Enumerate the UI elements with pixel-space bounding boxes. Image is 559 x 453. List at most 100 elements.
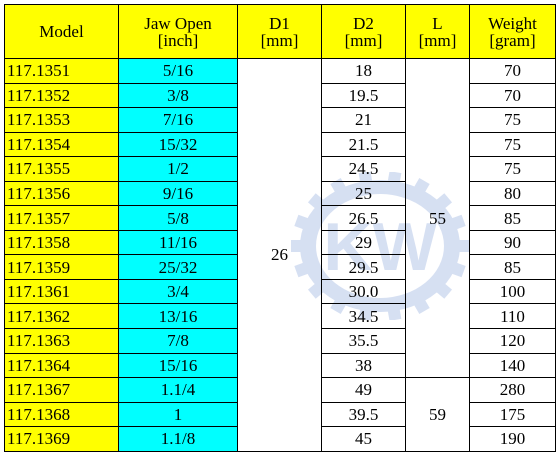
d2-cell: 34.5 [321, 303, 406, 330]
jaw-open-cell: 1.1/8 [118, 426, 238, 452]
weight-cell: 75 [469, 156, 556, 182]
weight-cell: 110 [469, 303, 556, 330]
model-cell: 117.1369 [4, 426, 119, 452]
table-body: 117.1351 5/16 26 18 55 70 117.1352 3/8 19.5 70 117… [4, 57, 556, 452]
model-cell: 117.1354 [4, 131, 119, 158]
weight-cell: 280 [469, 377, 556, 403]
jaw-open-cell: 1.1/4 [118, 377, 238, 403]
header-row: Model Jaw Open [inch] D1 [mm] D2 [mm] L [mm] Weig… [4, 4, 556, 59]
weight-cell: 75 [469, 131, 556, 158]
header-model-line: Model [39, 22, 84, 41]
table-row: 117.1353 7/16 21 75 [4, 107, 556, 133]
header-weight-line: Weight [488, 13, 537, 33]
header-d1: D1 [mm] [237, 4, 322, 59]
table-header: Model Jaw Open [inch] D1 [mm] D2 [mm] L [mm] Weig… [4, 4, 556, 59]
jaw-open-cell: 7/16 [118, 107, 238, 133]
header-l-line: [mm] [418, 30, 457, 50]
d2-cell: 39.5 [321, 401, 406, 428]
d2-cell: 30.0 [321, 278, 406, 305]
header-d1-line: D1 [269, 13, 290, 33]
table-row: 117.1364 15/16 38 140 [4, 352, 556, 379]
table-row: 117.1355 1/2 24.5 75 [4, 156, 556, 182]
jaw-open-cell: 9/16 [118, 180, 238, 207]
model-cell: 117.1352 [4, 82, 119, 109]
d2-cell: 49 [321, 377, 406, 403]
weight-cell: 90 [469, 229, 556, 256]
jaw-open-cell: 15/16 [118, 352, 238, 379]
d2-cell: 45 [321, 426, 406, 452]
header-d1-line: [mm] [260, 30, 299, 50]
table-row: 117.1351 5/16 26 18 55 70 [4, 57, 556, 452]
model-cell: 117.1357 [4, 205, 119, 231]
header-jaw-open-line: [inch] [157, 30, 199, 50]
jaw-open-cell: 3/8 [118, 82, 238, 109]
d2-cell: 21 [321, 107, 406, 133]
header-jaw-open: Jaw Open [inch] [118, 4, 238, 59]
d2-cell: 25 [321, 180, 406, 207]
d2-cell: 38 [321, 352, 406, 379]
table-row: 117.1369 1.1/8 45 190 [4, 426, 556, 452]
weight-cell: 175 [469, 401, 556, 428]
d2-cell: 24.5 [321, 156, 406, 182]
model-cell: 117.1359 [4, 254, 119, 280]
weight-cell: 100 [469, 278, 556, 305]
d2-cell: 35.5 [321, 328, 406, 354]
model-cell: 117.1353 [4, 107, 119, 133]
weight-cell: 85 [469, 205, 556, 231]
weight-cell: 140 [469, 352, 556, 379]
l-cell: 59 [405, 377, 470, 452]
table-row: 117.1367 1.1/4 49 59 280 [4, 377, 556, 452]
jaw-open-cell: 1 [118, 401, 238, 428]
jaw-open-cell: 3/4 [118, 278, 238, 305]
table-row: 117.1352 3/8 19.5 70 [4, 82, 556, 109]
weight-cell: 70 [469, 58, 556, 84]
spec-sheet: KW Model Jaw Open [inch] D1 [mm] D2 [mm] L [mm] W… [4, 4, 556, 452]
d1-cell: 26 [237, 58, 322, 452]
d2-cell: 21.5 [321, 131, 406, 158]
model-cell: 117.1368 [4, 401, 119, 428]
header-jaw-open-line: Jaw Open [144, 13, 212, 33]
d2-cell: 26.5 [321, 205, 406, 231]
weight-cell: 80 [469, 180, 556, 207]
d2-cell: 18 [321, 58, 406, 84]
model-cell: 117.1363 [4, 328, 119, 354]
header-model: Model [4, 4, 119, 59]
jaw-open-cell: 13/16 [118, 303, 238, 330]
d2-cell: 29.5 [321, 254, 406, 280]
table-row: 117.1363 7/8 35.5 120 [4, 328, 556, 354]
header-weight: Weight [gram] [469, 4, 556, 59]
weight-cell: 75 [469, 107, 556, 133]
table-row: 117.1361 3/4 30.0 100 [4, 278, 556, 305]
model-cell: 117.1356 [4, 180, 119, 207]
header-d2-line: D2 [353, 13, 374, 33]
model-cell: 117.1367 [4, 377, 119, 403]
header-weight-line: [gram] [489, 30, 536, 50]
d2-cell: 19.5 [321, 82, 406, 109]
spec-table: Model Jaw Open [inch] D1 [mm] D2 [mm] L [mm] Weig… [4, 4, 556, 452]
jaw-open-cell: 5/16 [118, 58, 238, 84]
jaw-open-cell: 15/32 [118, 131, 238, 158]
header-l-line: L [432, 13, 443, 33]
jaw-open-cell: 5/8 [118, 205, 238, 231]
d2-cell: 29 [321, 229, 406, 256]
jaw-open-cell: 25/32 [118, 254, 238, 280]
header-l: L [mm] [405, 4, 470, 59]
l-cell: 55 [405, 57, 470, 379]
model-cell: 117.1358 [4, 229, 119, 256]
table-row: 117.1356 9/16 25 80 [4, 180, 556, 207]
header-d2: D2 [mm] [321, 4, 406, 59]
weight-cell: 85 [469, 254, 556, 280]
weight-cell: 70 [469, 82, 556, 109]
jaw-open-cell: 7/8 [118, 328, 238, 354]
header-d2-line: [mm] [344, 30, 383, 50]
weight-cell: 190 [469, 426, 556, 452]
jaw-open-cell: 11/16 [118, 229, 238, 256]
model-cell: 117.1361 [4, 278, 119, 305]
weight-cell: 120 [469, 328, 556, 354]
model-cell: 117.1362 [4, 303, 119, 330]
model-cell: 117.1364 [4, 352, 119, 379]
model-cell: 117.1355 [4, 156, 119, 182]
model-cell: 117.1351 [4, 58, 119, 84]
jaw-open-cell: 1/2 [118, 156, 238, 182]
table-row: 117.1357 5/8 26.5 85 [4, 205, 556, 231]
